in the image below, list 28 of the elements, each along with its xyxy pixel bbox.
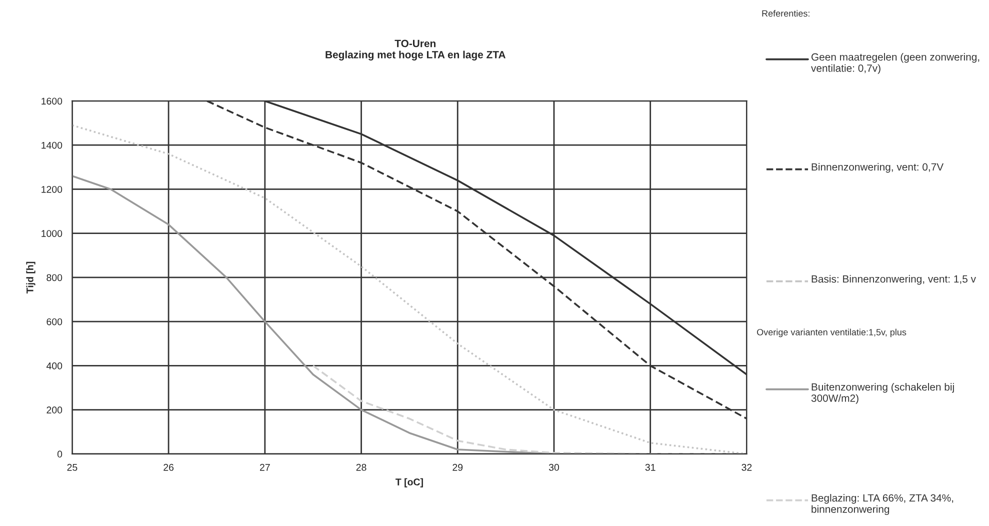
y-tick-label: 1200 — [42, 186, 62, 193]
x-tick-label: 29 — [452, 464, 463, 471]
legend-label: Geen maatregelen (geen zonwering, ventilatie: 0,7v) — [811, 53, 980, 74]
x-tick-label: 26 — [164, 464, 174, 471]
y-tick-label: 1000 — [42, 230, 62, 237]
x-axis-title: T [oC] — [396, 478, 423, 488]
y-tick-label: 1400 — [42, 142, 62, 149]
y-tick-label: 800 — [46, 274, 62, 282]
text: Overige varianten ventilatie:1,5v, plus — [757, 328, 906, 338]
legend-label: Binnenzonwering, vent: 0,7V — [812, 163, 944, 173]
y-tick-label: 200 — [46, 406, 62, 414]
y-tick-label: 400 — [46, 362, 62, 370]
x-tick-label: 27 — [260, 464, 270, 471]
x-tick-label: 31 — [645, 464, 656, 471]
y-axis-title: Tijd [h] — [26, 262, 36, 294]
x-tick-label: 25 — [67, 464, 78, 471]
chart-subtitle: Beglazing met hoge LTA en lage ZTA — [326, 50, 506, 60]
y-tick-label: 1600 — [42, 98, 62, 105]
text: Referenties: — [762, 10, 810, 17]
x-tick-label: 30 — [548, 464, 560, 471]
x-tick-label: 32 — [742, 464, 752, 471]
chart-title: TO-Uren — [394, 40, 436, 48]
legend-label: Beglazing: LTA 66%, ZTA 34%, binnenzonwering — [812, 494, 954, 515]
legend-label: Basis: Binnenzonwering, vent: 1,5 v — [812, 275, 976, 285]
y-tick-label: 600 — [46, 318, 62, 326]
y-tick-label: 0 — [57, 450, 62, 458]
x-tick-label: 28 — [356, 464, 366, 471]
legend-label: Buitenzonwering (schakelen bij 300W/m2) — [811, 383, 954, 404]
